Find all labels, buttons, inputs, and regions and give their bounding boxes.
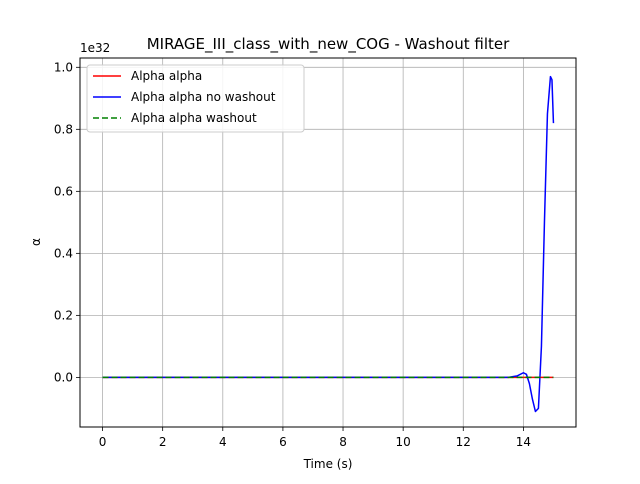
x-tick-label: 10	[396, 435, 411, 449]
legend-label-alpha-alpha-no-washout: Alpha alpha no washout	[131, 90, 276, 104]
x-tick-label: 6	[279, 435, 287, 449]
x-tick-label: 14	[516, 435, 531, 449]
x-tick-label: 8	[339, 435, 347, 449]
x-axis-label: Time (s)	[303, 457, 353, 471]
x-tick-label: 2	[159, 435, 167, 449]
y-axis-label: α	[29, 238, 43, 246]
chart-title: MIRAGE_III_class_with_new_COG - Washout …	[147, 35, 510, 54]
y-tick-label: 0.6	[54, 184, 73, 198]
y-tick-label: 0.4	[54, 246, 73, 260]
x-tick-label: 4	[219, 435, 227, 449]
y-tick-label: 0.2	[54, 308, 73, 322]
series-line-1	[102, 75, 555, 413]
x-tick-label: 12	[456, 435, 471, 449]
axis-ticks: 0 2 4 6 8 10 12 14 0.0 0.2 0.4 0.6 0.8 1.0	[54, 60, 531, 449]
y-tick-label: 0.8	[54, 122, 73, 136]
axes-frame	[79, 57, 577, 428]
y-offset-label: 1e32	[80, 41, 110, 55]
y-tick-label: 1.0	[54, 60, 73, 74]
plot-series	[102, 75, 555, 413]
legend-box	[86, 64, 305, 133]
legend: Alpha alpha Alpha alpha no washout Alpha…	[86, 64, 305, 133]
legend-label-alpha-alpha: Alpha alpha	[131, 69, 202, 83]
y-tick-label: 0.0	[54, 370, 73, 384]
x-tick-label: 0	[99, 435, 107, 449]
legend-label-alpha-alpha-washout: Alpha alpha washout	[131, 111, 257, 125]
